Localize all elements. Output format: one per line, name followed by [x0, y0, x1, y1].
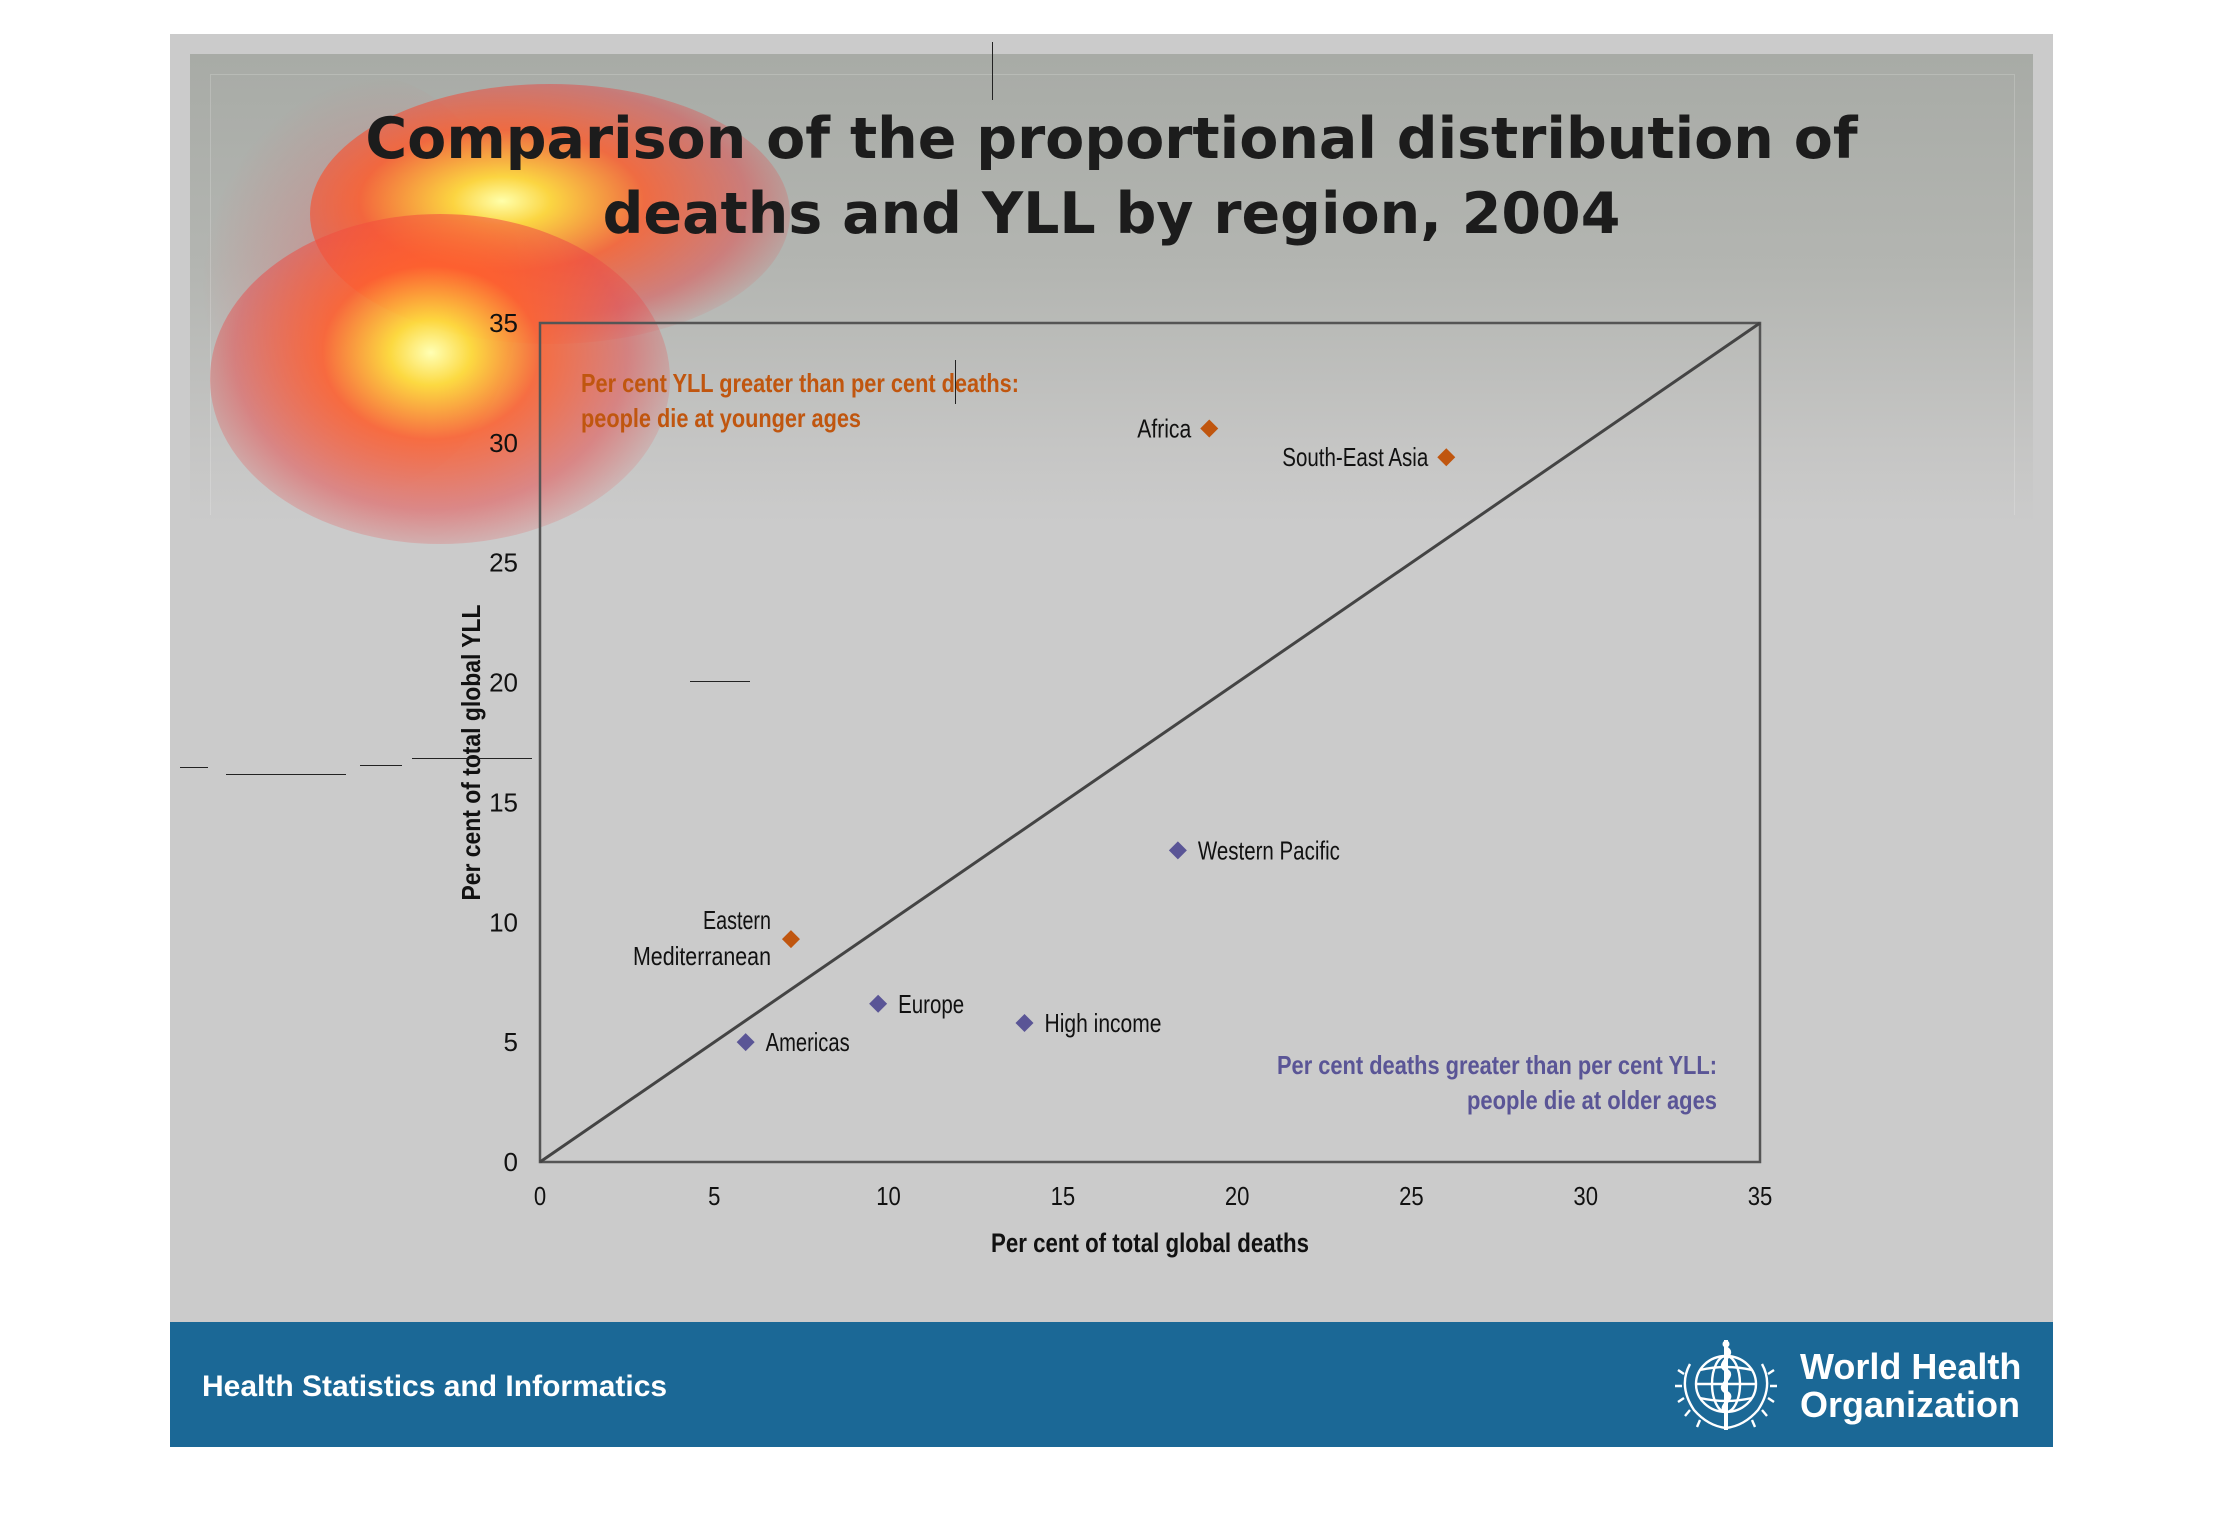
- who-emblem-icon: [1675, 1340, 1777, 1430]
- decorative-line: [412, 758, 532, 759]
- slide-title-line1: Comparison of the proportional distribut…: [365, 106, 1858, 172]
- point-eastern-mediterranean: [781, 930, 800, 949]
- y-axis-label: Per cent of total global YLL: [456, 604, 486, 900]
- org-name: World Health Organization: [1800, 1348, 2021, 1424]
- x-tick-label: 30: [1573, 1182, 1598, 1211]
- x-tick-label: 5: [708, 1182, 720, 1211]
- point-label: South-East Asia: [1282, 442, 1428, 472]
- y-tick-label: 0: [504, 1147, 518, 1177]
- y-tick-label: 25: [489, 548, 518, 578]
- annotation-younger-line1: Per cent YLL greater than per cent death…: [581, 368, 1019, 398]
- point-europe: [869, 994, 888, 1013]
- point-label: Europe: [898, 989, 964, 1019]
- y-tick-label: 10: [489, 907, 518, 937]
- y-tick-label: 15: [489, 787, 518, 817]
- x-tick-label: 10: [876, 1182, 901, 1211]
- heatmap-overlay-blob: [210, 214, 670, 544]
- point-western-pacific: [1168, 841, 1187, 860]
- y-tick-label: 30: [489, 428, 518, 458]
- decorative-line: [180, 767, 208, 768]
- x-tick-label: 0: [534, 1182, 546, 1211]
- point-label: Eastern: [703, 905, 771, 935]
- y-tick-label: 5: [504, 1027, 518, 1057]
- annotation-younger-line2: people die at younger ages: [581, 403, 861, 433]
- plot-frame: [538, 321, 1762, 1164]
- decorative-line: [690, 681, 750, 682]
- x-tick-label: 15: [1051, 1182, 1076, 1211]
- scatter-chart: 0 5 10 15 20 25 30 35 0 5 10 15 20 25 30 35 Per cent of …: [456, 308, 1773, 1258]
- decorative-line: [992, 42, 993, 100]
- x-tick-label: 20: [1225, 1182, 1250, 1211]
- footer-bar: Health Statistics and Informatics World …: [170, 1322, 2053, 1447]
- decorative-line: [955, 360, 956, 404]
- x-tick-label: 25: [1399, 1182, 1424, 1211]
- decorative-line: [360, 765, 402, 766]
- point-south-east-asia: [1437, 448, 1456, 467]
- point-americas: [736, 1033, 755, 1052]
- slide: Comparison of the proportional distribut…: [170, 34, 2053, 1447]
- decorative-line: [226, 774, 346, 775]
- annotation-older-line1: Per cent deaths greater than per cent YL…: [1277, 1050, 1717, 1080]
- slide-title-line2: deaths and YLL by region, 2004: [602, 181, 1621, 247]
- annotation-older-line2: people die at older ages: [1467, 1085, 1717, 1115]
- point-high-income: [1015, 1013, 1034, 1032]
- x-tick-label: 35: [1748, 1182, 1773, 1211]
- point-label: High income: [1045, 1008, 1162, 1038]
- point-label: Western Pacific: [1198, 835, 1340, 865]
- point-label: Americas: [766, 1027, 850, 1057]
- y-tick-label: 20: [489, 668, 518, 698]
- org-name-line2: Organization: [1800, 1384, 2021, 1425]
- title-band-frame: [210, 74, 2015, 515]
- point-label: Mediterranean: [633, 941, 771, 971]
- slide-title: Comparison of the proportional distribut…: [170, 102, 2053, 252]
- y-tick-label: 35: [489, 308, 518, 338]
- x-axis-label: Per cent of total global deaths: [991, 1228, 1309, 1258]
- point-label: Africa: [1137, 413, 1191, 443]
- org-name-line1: World Health: [1800, 1346, 2022, 1387]
- footer-label: Health Statistics and Informatics: [202, 1370, 668, 1403]
- point-africa: [1200, 419, 1219, 438]
- diagonal-reference-line: [539, 321, 1761, 1164]
